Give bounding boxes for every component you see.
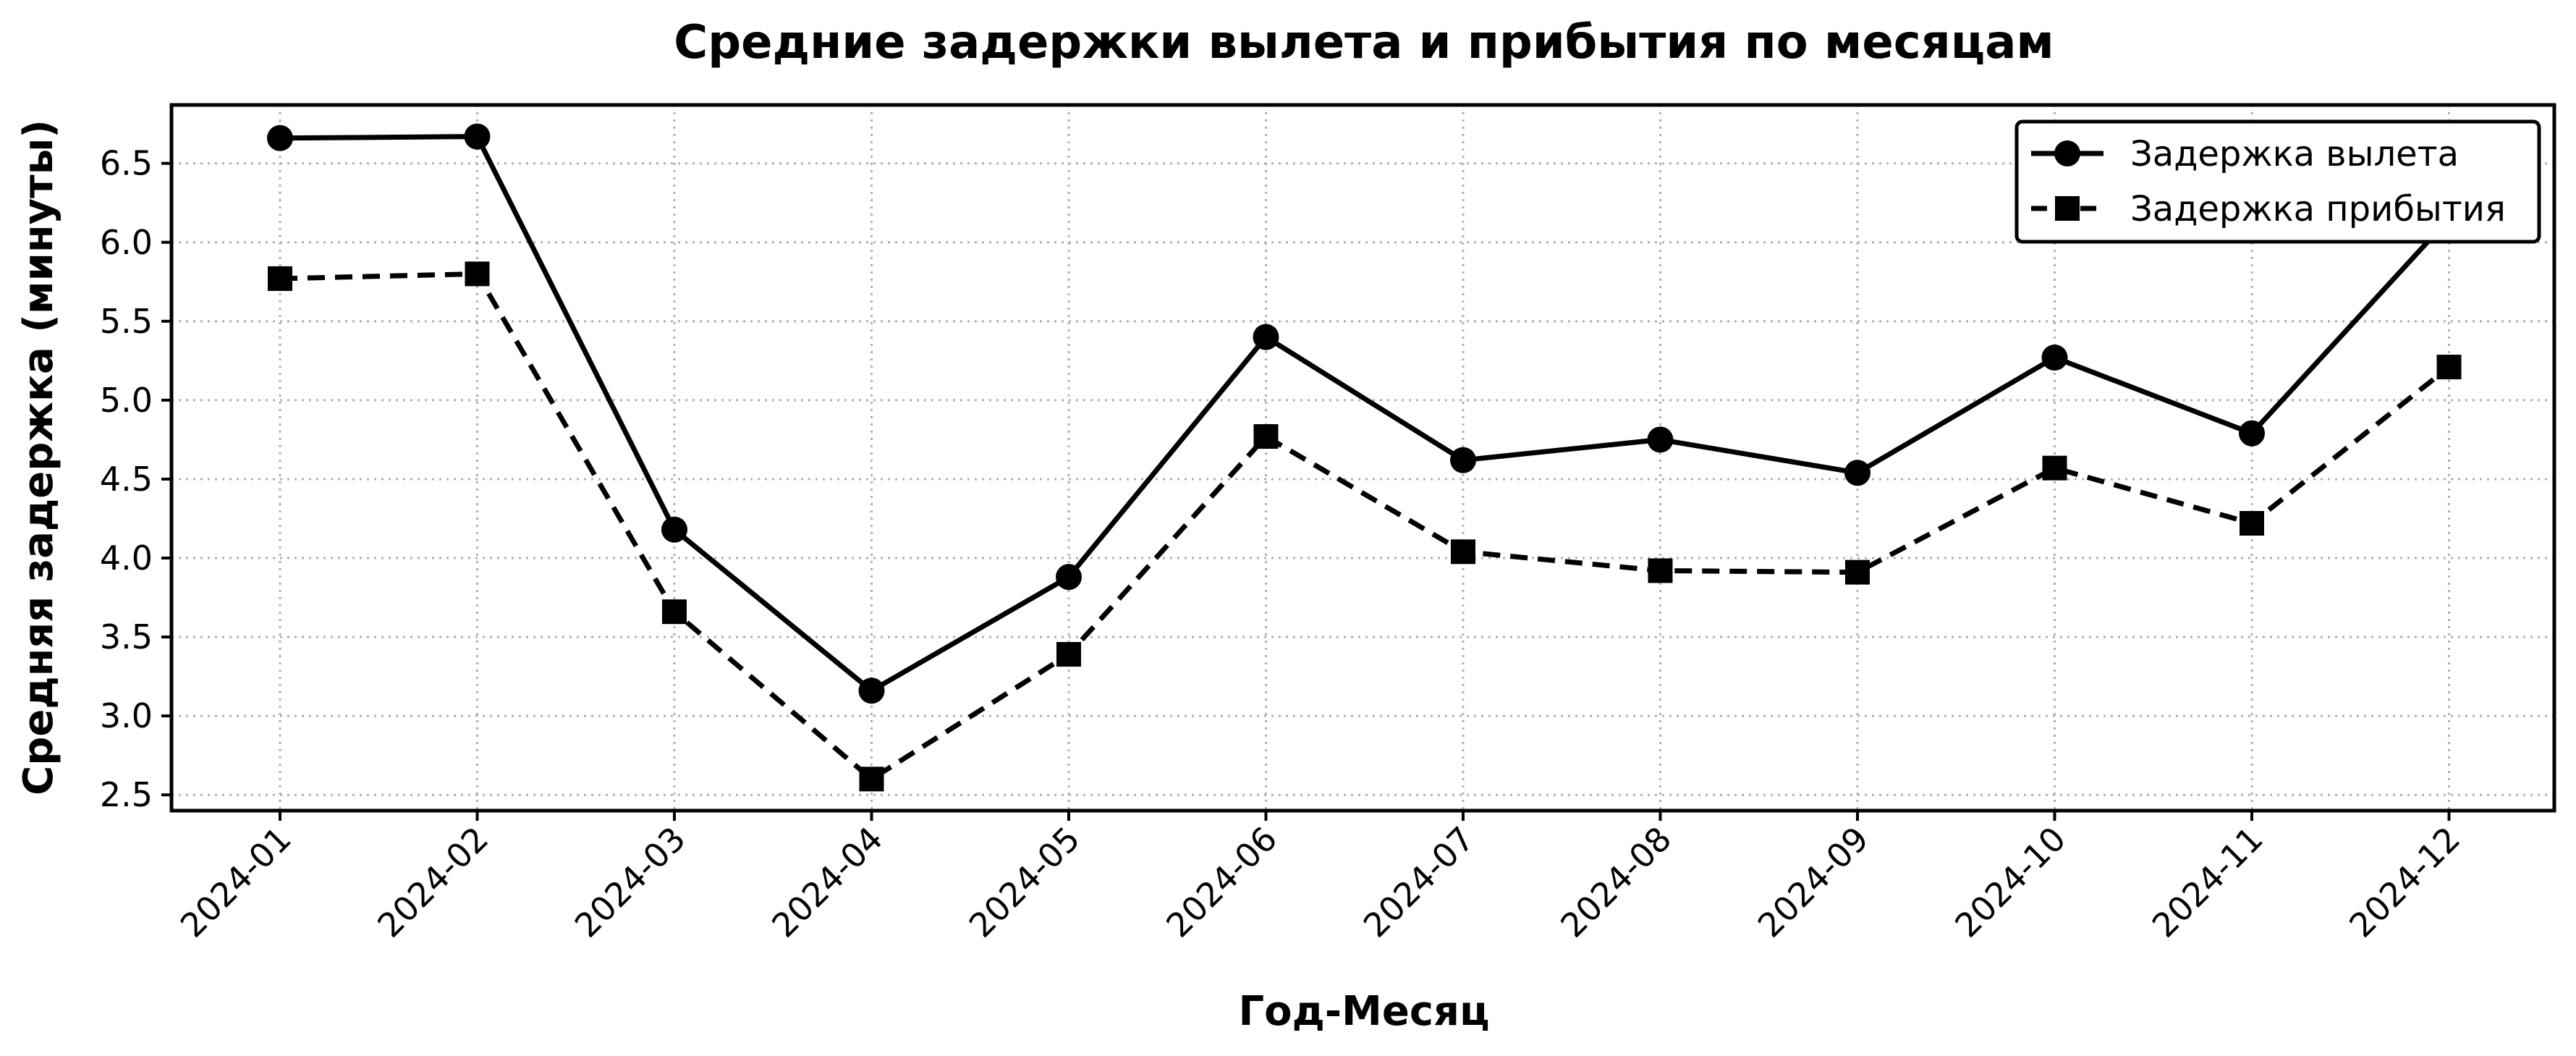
x-tick-label: 2024-08 bbox=[1553, 819, 1679, 945]
x-tick-label: 2024-04 bbox=[764, 819, 890, 945]
legend-marker-arrival bbox=[2055, 196, 2080, 221]
x-tick-label: 2024-05 bbox=[962, 819, 1088, 945]
data-point-0 bbox=[661, 516, 687, 543]
x-axis: 2024-01 2024-02 2024-03 2024-04 2024-05 2024-… bbox=[173, 811, 2467, 945]
y-tick-label: 3.0 bbox=[100, 696, 153, 735]
data-point-1 bbox=[465, 261, 490, 287]
legend-marker-departure bbox=[2054, 140, 2080, 166]
x-tick-label: 2024-01 bbox=[173, 819, 299, 945]
data-point-1 bbox=[2436, 355, 2462, 380]
x-tick-label: 2024-07 bbox=[1356, 819, 1482, 945]
data-point-1 bbox=[2240, 511, 2264, 536]
data-point-0 bbox=[1844, 460, 1870, 486]
data-point-0 bbox=[2239, 420, 2265, 447]
y-tick-label: 6.5 bbox=[100, 144, 153, 183]
x-tick-label: 2024-12 bbox=[2342, 819, 2467, 945]
data-point-1 bbox=[1845, 559, 1870, 585]
data-point-0 bbox=[858, 677, 885, 704]
data-point-0 bbox=[464, 123, 491, 150]
y-tick-label: 4.0 bbox=[100, 538, 153, 578]
x-tick-label: 2024-03 bbox=[567, 819, 693, 945]
y-tick-label: 3.5 bbox=[100, 617, 153, 656]
data-point-1 bbox=[1056, 642, 1081, 667]
data-point-1 bbox=[1451, 539, 1475, 565]
data-point-0 bbox=[267, 124, 293, 151]
y-axis-label: Средняя задержка (минуты) bbox=[15, 119, 62, 795]
data-point-1 bbox=[662, 599, 687, 625]
data-point-1 bbox=[859, 766, 884, 792]
x-tick-label: 2024-06 bbox=[1158, 819, 1284, 945]
data-point-1 bbox=[1648, 558, 1673, 583]
data-point-1 bbox=[268, 266, 292, 291]
x-tick-label: 2024-10 bbox=[1947, 819, 2073, 945]
data-point-0 bbox=[1647, 426, 1674, 453]
x-tick-label: 2024-09 bbox=[1750, 819, 1876, 945]
legend-box bbox=[2014, 119, 2541, 244]
y-tick-label: 6.0 bbox=[100, 223, 153, 262]
x-axis-label: Год-Месяц bbox=[1239, 988, 1490, 1035]
data-point-1 bbox=[1253, 424, 1279, 449]
data-point-0 bbox=[1450, 447, 1476, 473]
x-tick-label: 2024-02 bbox=[370, 819, 496, 945]
data-point-0 bbox=[1056, 564, 1082, 591]
series-line-0 bbox=[279, 134, 2452, 693]
y-tick-label: 5.5 bbox=[100, 302, 153, 341]
x-tick-label: 2024-11 bbox=[2145, 819, 2271, 945]
y-axis: 2.5 3.0 3.5 4.0 4.5 5.0 5.5 6.0 6.5 bbox=[100, 144, 171, 814]
y-tick-label: 5.0 bbox=[100, 381, 153, 420]
legend: Задержка вылета Задержка прибытия bbox=[2014, 119, 2541, 244]
plot-area-frame bbox=[169, 103, 2556, 813]
y-tick-label: 2.5 bbox=[100, 775, 153, 814]
y-tick-label: 4.5 bbox=[100, 460, 153, 499]
chart-title: Средние задержки вылета и прибытия по ме… bbox=[674, 16, 2054, 69]
data-point-1 bbox=[2042, 455, 2067, 481]
legend-label-arrival: Задержка прибытия bbox=[2130, 189, 2506, 229]
data-point-0 bbox=[1253, 324, 1279, 350]
series-layer bbox=[267, 123, 2462, 792]
legend-label-departure: Задержка вылета bbox=[2130, 134, 2459, 174]
data-point-0 bbox=[2041, 344, 2068, 371]
series-line-1 bbox=[279, 271, 2451, 782]
